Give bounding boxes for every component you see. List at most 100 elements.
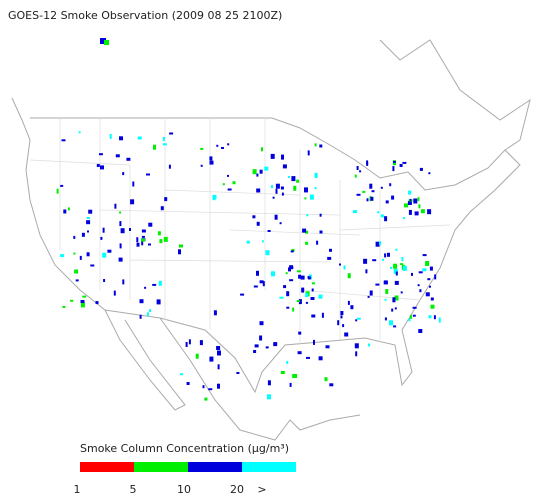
smoke-pixel	[391, 308, 394, 312]
smoke-pixel	[63, 209, 67, 214]
smoke-pixel	[96, 164, 100, 167]
smoke-pixel	[394, 280, 399, 285]
smoke-pixel	[195, 353, 199, 359]
smoke-pixel	[115, 154, 120, 158]
smoke-pixel	[122, 172, 125, 176]
smoke-pixel	[73, 252, 76, 255]
smoke-pixel	[208, 388, 213, 391]
smoke-pixel	[389, 183, 392, 187]
smoke-pixel	[118, 257, 123, 262]
smoke-pixel	[292, 307, 295, 312]
smoke-pixel	[414, 211, 419, 216]
smoke-pixel	[256, 173, 259, 177]
smoke-pixel	[383, 281, 388, 285]
smoke-pixel	[418, 204, 421, 209]
smoke-pixel	[404, 203, 408, 208]
legend-title: Smoke Column Concentration (μg/m³)	[80, 442, 289, 455]
smoke-pixel	[429, 266, 433, 271]
smoke-pixel	[368, 343, 371, 347]
smoke-pixel	[417, 197, 420, 202]
smoke-pixel	[212, 195, 216, 201]
smoke-pixel	[227, 188, 232, 191]
smoke-pixel	[162, 143, 167, 146]
smoke-pixel	[340, 315, 343, 319]
legend-label: 1	[74, 483, 81, 496]
smoke-pixel	[327, 256, 332, 260]
smoke-pixel	[129, 228, 131, 231]
smoke-pixel	[61, 139, 66, 142]
smoke-pixel	[222, 183, 225, 186]
smoke-pixel	[119, 211, 122, 214]
smoke-pixel	[273, 342, 278, 347]
smoke-pixel	[147, 312, 149, 317]
smoke-pixel	[82, 295, 87, 298]
smoke-pixel	[375, 241, 380, 247]
smoke-pixel	[87, 230, 89, 233]
smoke-pixel	[86, 217, 90, 219]
smoke-pixel	[275, 183, 280, 189]
smoke-pixel	[286, 306, 290, 309]
smoke-pixel	[180, 373, 183, 376]
smoke-pixel	[256, 221, 260, 226]
smoke-pixel	[90, 264, 95, 267]
smoke-pixel	[392, 160, 396, 163]
smoke-pixel	[80, 302, 85, 308]
smoke-pixels	[56, 38, 441, 401]
smoke-pixel	[293, 185, 297, 191]
smoke-pixel	[419, 167, 423, 171]
smoke-pixel	[67, 207, 70, 211]
smoke-pixel	[418, 329, 423, 333]
smoke-pixel	[339, 263, 341, 266]
legend-label: 10	[177, 483, 191, 496]
smoke-pixel	[305, 230, 309, 234]
smoke-pixel	[438, 317, 441, 323]
country-border	[11, 97, 521, 394]
smoke-pixel	[344, 332, 349, 337]
smoke-pixel	[365, 269, 368, 274]
smoke-pixel	[371, 190, 375, 193]
smoke-pixel	[384, 298, 387, 301]
smoke-pixel	[120, 228, 125, 234]
smoke-pixel	[319, 230, 323, 234]
smoke-pixel	[384, 216, 388, 222]
smoke-pixel	[329, 383, 334, 387]
smoke-pixel	[264, 166, 269, 171]
smoke-pixel	[385, 289, 389, 294]
smoke-pixel	[319, 213, 322, 217]
smoke-pixel	[305, 293, 309, 298]
smoke-pixel	[204, 397, 208, 401]
smoke-pixel	[307, 150, 310, 156]
smoke-pixel	[163, 236, 168, 242]
smoke-pixel	[148, 222, 153, 227]
map-outlines	[11, 39, 531, 441]
smoke-pixel	[158, 280, 162, 286]
smoke-pixel	[363, 258, 368, 264]
smoke-pixel	[395, 271, 398, 276]
smoke-pixel	[256, 270, 259, 276]
smoke-pixel	[136, 242, 140, 247]
smoke-pixel	[280, 186, 284, 190]
smoke-pixel	[78, 131, 81, 134]
smoke-pixel	[252, 215, 256, 219]
smoke-pixel	[60, 184, 64, 187]
smoke-pixel	[347, 300, 350, 305]
smoke-pixel	[160, 206, 164, 211]
smoke-pixel	[130, 199, 135, 205]
smoke-pixel	[88, 209, 93, 214]
smoke-pixel	[188, 339, 191, 345]
smoke-pixel	[261, 240, 264, 243]
smoke-pixel	[114, 203, 117, 209]
smoke-pixel	[411, 272, 413, 276]
smoke-pixel	[104, 40, 109, 45]
smoke-pixel	[392, 166, 395, 172]
smoke-pixel	[157, 231, 161, 236]
smoke-pixel	[179, 244, 183, 248]
smoke-pixel	[209, 356, 214, 362]
smoke-pixel	[99, 153, 103, 156]
smoke-pixel	[401, 257, 404, 262]
smoke-pixel	[178, 249, 181, 255]
smoke-pixel	[422, 254, 427, 257]
smoke-pixel	[221, 147, 224, 149]
smoke-pixel	[393, 268, 398, 274]
smoke-pixel	[286, 291, 290, 297]
